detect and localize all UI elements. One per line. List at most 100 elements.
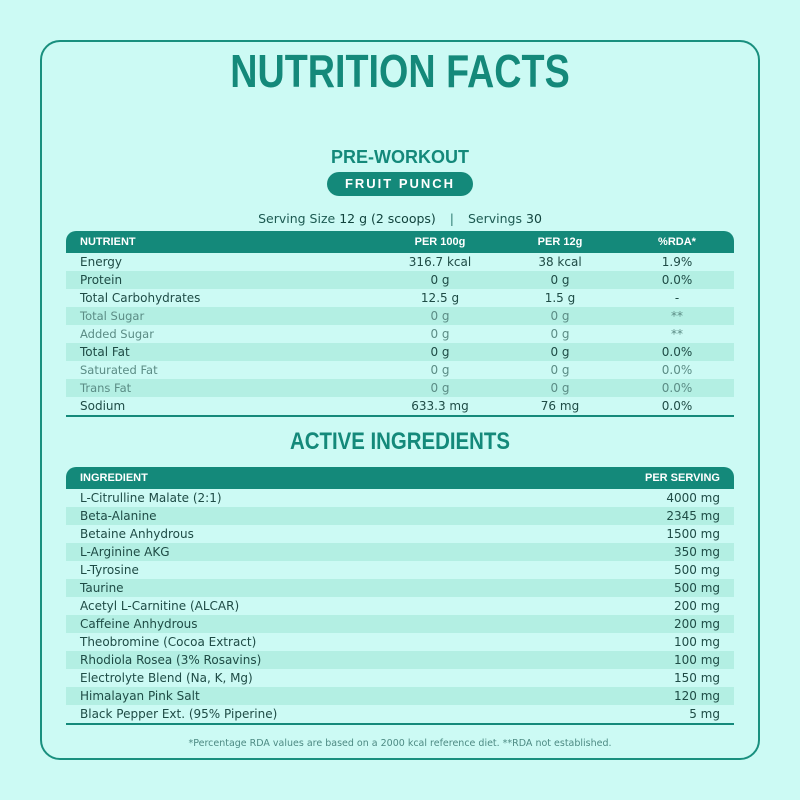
table-row: Black Pepper Ext. (95% Piperine) 5 mg bbox=[66, 705, 734, 723]
nutrient-per-12g: 38 kcal bbox=[538, 255, 582, 269]
nutrient-rda: 0.0% bbox=[661, 381, 693, 395]
nutrient-rda: 0.0% bbox=[661, 273, 693, 287]
ingredient-name: L-Arginine AKG bbox=[80, 545, 170, 559]
table-row: Total Carbohydrates 12.5 g 1.5 g - bbox=[66, 289, 734, 307]
nutrient-per-100g: 0 g bbox=[430, 327, 450, 341]
header-nutrient: NUTRIENT bbox=[80, 236, 136, 248]
nutrient-rda: - bbox=[674, 291, 680, 305]
table-row: Beta-Alanine 2345 mg bbox=[66, 507, 734, 525]
nutrient-per-100g: 12.5 g bbox=[420, 291, 460, 305]
nutrition-card bbox=[40, 40, 760, 760]
nutrient-per-100g: 316.7 kcal bbox=[408, 255, 472, 269]
table-row: Total Fat 0 g 0 g 0.0% bbox=[66, 343, 734, 361]
nutrient-per-100g: 0 g bbox=[430, 381, 450, 395]
table-row: L-Citrulline Malate (2:1) 4000 mg bbox=[66, 489, 734, 507]
nutrient-name: Total Carbohydrates bbox=[80, 291, 201, 305]
nutrition-table-header: NUTRIENT PER 100g PER 12g %RDA* bbox=[66, 231, 734, 253]
ingredient-amount: 120 mg bbox=[673, 689, 720, 703]
ingredient-amount: 100 mg bbox=[673, 653, 720, 667]
nutrient-per-12g: 76 mg bbox=[540, 399, 580, 413]
ingredient-name: Black Pepper Ext. (95% Piperine) bbox=[80, 707, 278, 721]
nutrient-rda: 0.0% bbox=[661, 363, 693, 377]
ingredient-amount: 100 mg bbox=[673, 635, 720, 649]
ingredient-amount: 2345 mg bbox=[666, 509, 720, 523]
servings-label: Servings bbox=[468, 211, 523, 226]
nutrient-name: Added Sugar bbox=[80, 327, 154, 341]
table-row: Saturated Fat 0 g 0 g 0.0% bbox=[66, 361, 734, 379]
page-title: NUTRITION FACTS bbox=[230, 45, 570, 97]
nutrient-name: Sodium bbox=[80, 399, 126, 413]
ingredient-amount: 200 mg bbox=[673, 617, 720, 631]
ingredient-name: Taurine bbox=[80, 581, 124, 595]
servings-value: 30 bbox=[526, 211, 542, 226]
nutrient-name: Saturated Fat bbox=[80, 363, 158, 377]
table-row: L-Tyrosine 500 mg bbox=[66, 561, 734, 579]
nutrient-rda: 1.9% bbox=[661, 255, 693, 269]
ingredient-amount: 5 mg bbox=[689, 707, 720, 721]
table-divider bbox=[66, 723, 734, 725]
header-ingredient: INGREDIENT bbox=[80, 472, 148, 484]
ingredient-amount: 150 mg bbox=[673, 671, 720, 685]
ingredient-name: L-Citrulline Malate (2:1) bbox=[80, 491, 222, 505]
table-divider bbox=[66, 415, 734, 417]
nutrient-per-12g: 1.5 g bbox=[544, 291, 576, 305]
table-row: Theobromine (Cocoa Extract) 100 mg bbox=[66, 633, 734, 651]
nutrient-per-12g: 0 g bbox=[550, 309, 570, 323]
table-row: Total Sugar 0 g 0 g ** bbox=[66, 307, 734, 325]
table-row: Sodium 633.3 mg 76 mg 0.0% bbox=[66, 397, 734, 415]
ingredients-table: INGREDIENT PER SERVING L-Citrulline Mala… bbox=[66, 467, 734, 725]
nutrient-rda: ** bbox=[671, 327, 683, 341]
ingredient-name: Himalayan Pink Salt bbox=[80, 689, 200, 703]
active-ingredients-title: ACTIVE INGREDIENTS bbox=[290, 428, 510, 455]
nutrient-rda: 0.0% bbox=[661, 345, 693, 359]
nutrient-name: Trans Fat bbox=[80, 381, 132, 395]
nutrient-per-100g: 633.3 mg bbox=[411, 399, 469, 413]
nutrient-per-12g: 0 g bbox=[550, 345, 570, 359]
table-row: Energy 316.7 kcal 38 kcal 1.9% bbox=[66, 253, 734, 271]
serving-size-value: 12 g (2 scoops) bbox=[339, 211, 436, 226]
product-subtitle: PRE-WORKOUT bbox=[331, 147, 469, 167]
nutrient-per-12g: 0 g bbox=[550, 381, 570, 395]
nutrient-name: Total Sugar bbox=[80, 309, 145, 323]
nutrient-per-12g: 0 g bbox=[550, 327, 570, 341]
ingredients-table-header: INGREDIENT PER SERVING bbox=[66, 467, 734, 489]
nutrient-rda: 0.0% bbox=[661, 399, 693, 413]
ingredient-amount: 200 mg bbox=[673, 599, 720, 613]
ingredient-amount: 500 mg bbox=[673, 581, 720, 595]
ingredient-name: Rhodiola Rosea (3% Rosavins) bbox=[80, 653, 262, 667]
nutrient-name: Total Fat bbox=[80, 345, 130, 359]
table-row: L-Arginine AKG 350 mg bbox=[66, 543, 734, 561]
ingredient-name: Acetyl L-Carnitine (ALCAR) bbox=[80, 599, 240, 613]
serving-size-label: Serving Size bbox=[258, 211, 336, 226]
table-row: Rhodiola Rosea (3% Rosavins) 100 mg bbox=[66, 651, 734, 669]
nutrient-name: Energy bbox=[80, 255, 123, 269]
nutrient-per-100g: 0 g bbox=[430, 273, 450, 287]
table-row: Himalayan Pink Salt 120 mg bbox=[66, 687, 734, 705]
ingredient-name: Caffeine Anhydrous bbox=[80, 617, 198, 631]
nutrient-per-12g: 0 g bbox=[550, 273, 570, 287]
header-per-serving: PER SERVING bbox=[645, 472, 720, 484]
table-row: Protein 0 g 0 g 0.0% bbox=[66, 271, 734, 289]
ingredient-name: Electrolyte Blend (Na, K, Mg) bbox=[80, 671, 253, 685]
nutrient-per-100g: 0 g bbox=[430, 309, 450, 323]
table-row: Taurine 500 mg bbox=[66, 579, 734, 597]
flavor-badge: FRUIT PUNCH bbox=[326, 172, 474, 196]
table-row: Betaine Anhydrous 1500 mg bbox=[66, 525, 734, 543]
ingredient-name: Betaine Anhydrous bbox=[80, 527, 194, 541]
nutrient-per-12g: 0 g bbox=[550, 363, 570, 377]
table-row: Electrolyte Blend (Na, K, Mg) 150 mg bbox=[66, 669, 734, 687]
nutrient-per-100g: 0 g bbox=[430, 345, 450, 359]
ingredient-name: Beta-Alanine bbox=[80, 509, 157, 523]
header-rda: %RDA* bbox=[658, 236, 696, 248]
table-row: Caffeine Anhydrous 200 mg bbox=[66, 615, 734, 633]
nutrient-per-100g: 0 g bbox=[430, 363, 450, 377]
table-row: Added Sugar 0 g 0 g ** bbox=[66, 325, 734, 343]
ingredient-amount: 500 mg bbox=[673, 563, 720, 577]
serving-separator: | bbox=[449, 211, 455, 226]
header-per-12g: PER 12g bbox=[537, 236, 583, 248]
table-row: Acetyl L-Carnitine (ALCAR) 200 mg bbox=[66, 597, 734, 615]
ingredient-name: L-Tyrosine bbox=[80, 563, 139, 577]
footnote: *Percentage RDA values are based on a 20… bbox=[188, 738, 612, 749]
serving-info: Serving Size 12 g (2 scoops) | Servings … bbox=[0, 211, 800, 226]
ingredient-amount: 350 mg bbox=[673, 545, 720, 559]
